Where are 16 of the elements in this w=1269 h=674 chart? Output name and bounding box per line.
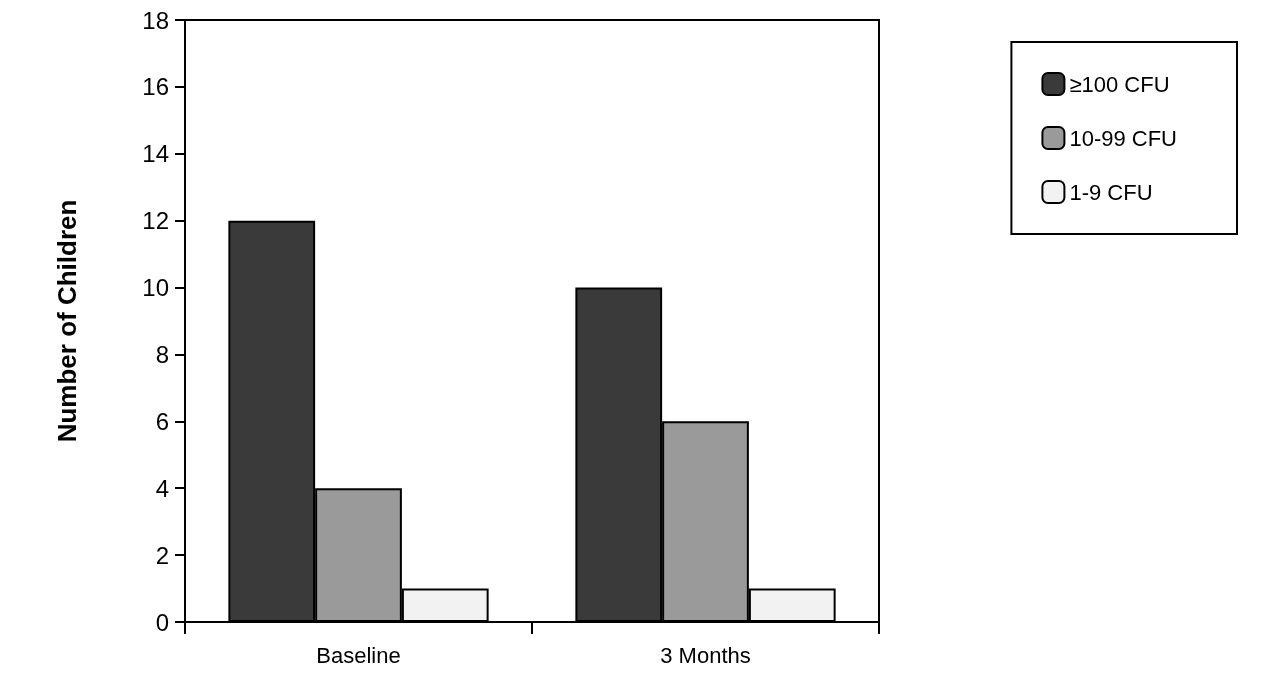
- y-tick-label: 6: [155, 407, 169, 435]
- legend-label: 1-9 CFU: [1069, 179, 1153, 205]
- y-tick-label: 10: [142, 274, 169, 302]
- y-tick-label: 18: [142, 6, 169, 34]
- y-tick-label: 0: [155, 608, 169, 636]
- y-tick-label: 4: [155, 474, 169, 502]
- y-tick-label: 8: [155, 340, 169, 368]
- y-tick-label: 14: [142, 140, 169, 168]
- y-tick-label: 12: [142, 207, 169, 235]
- legend-label: 10-99 CFU: [1069, 125, 1177, 151]
- x-tick-label: 3 Months: [660, 642, 751, 668]
- y-axis-title: Number of Children: [52, 199, 82, 443]
- legend-label: ≥100 CFU: [1069, 71, 1170, 97]
- y-tick-label: 2: [155, 541, 169, 569]
- y-tick-label: 16: [142, 73, 169, 101]
- x-tick-label: Baseline: [316, 642, 401, 668]
